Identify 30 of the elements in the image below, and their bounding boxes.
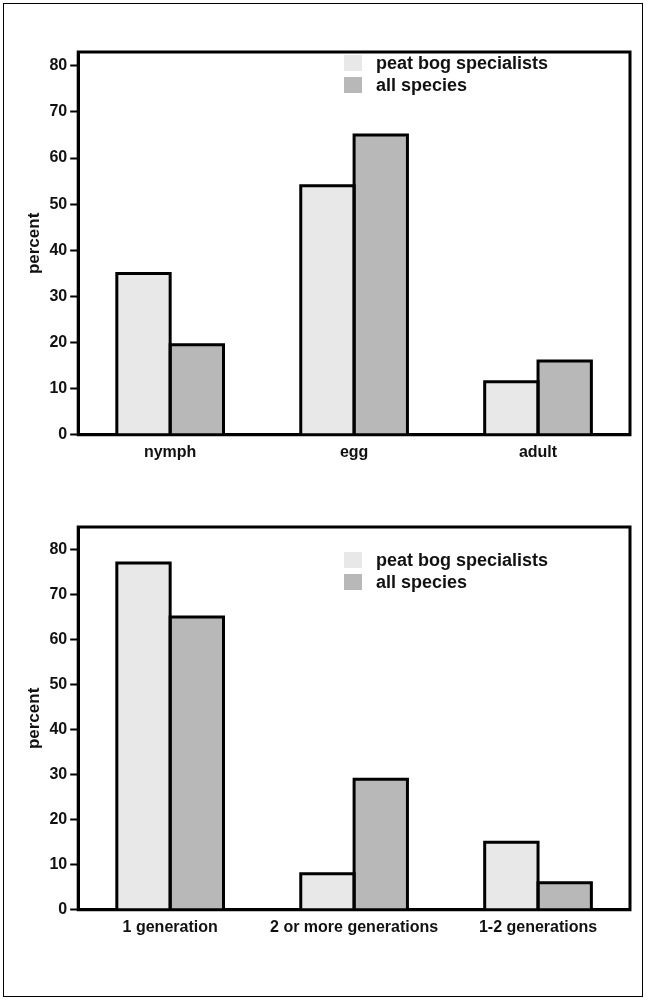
y-tick-label: 30: [49, 765, 68, 783]
x-tick-label: 1-2 generations: [478, 917, 598, 935]
y-tick-label: 60: [49, 148, 68, 166]
y-tick-label: 50: [49, 194, 68, 212]
y-tick-label: 20: [49, 810, 68, 828]
y-axis-title: percent: [23, 687, 43, 750]
legend-label: peat bog specialists: [376, 52, 549, 74]
y-tick-label: 30: [49, 286, 68, 304]
x-tick-label: nymph: [143, 442, 197, 460]
legend-label: all species: [376, 571, 468, 593]
y-tick-label: 80: [49, 56, 68, 74]
y-tick-label: 10: [49, 379, 68, 397]
x-tick-label: adult: [518, 442, 558, 460]
y-tick-label: 70: [49, 584, 68, 602]
legend-label: peat bog specialists: [376, 549, 549, 571]
x-tick-label: 2 or more generations: [270, 917, 439, 935]
y-tick-label: 20: [49, 332, 68, 350]
y-tick-label: 0: [58, 425, 68, 443]
y-tick-label: 10: [49, 855, 68, 873]
y-tick-label: 70: [49, 102, 68, 120]
y-tick-label: 40: [49, 720, 68, 738]
y-tick-label: 60: [49, 629, 68, 647]
y-tick-label: 40: [49, 240, 68, 258]
x-tick-label: 1 generation: [122, 917, 218, 935]
y-axis-title: percent: [23, 212, 43, 275]
x-tick-label: egg: [339, 442, 369, 460]
y-tick-label: 50: [49, 675, 68, 693]
y-tick-label: 0: [58, 900, 68, 918]
legend-label: all species: [376, 74, 468, 96]
y-tick-label: 80: [49, 539, 68, 557]
